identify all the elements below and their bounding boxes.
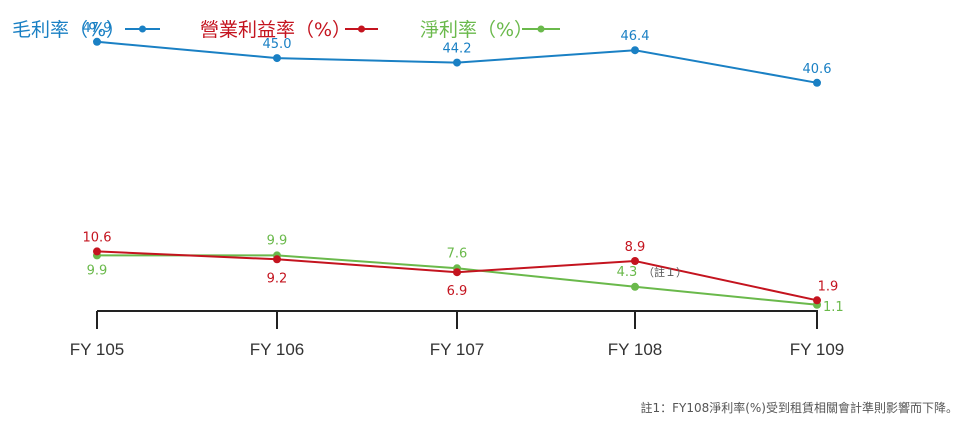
data-label: 4.3 [617,265,638,280]
x-axis: FY 105 FY 106 FY 107 FY 108 FY 109 [70,310,845,359]
data-label: 47.9 [83,21,112,36]
data-point [631,257,639,265]
legend-swatch-dot [537,25,545,33]
x-tick-label: FY 107 [430,340,485,359]
data-label: 44.2 [443,42,472,57]
x-tick-label: FY 108 [608,340,663,359]
footnote: 註1：FY108淨利率(%)受到租賃相關會計準則影響而下降。 [640,400,958,415]
legend-label: 營業利益率（%） [200,19,351,41]
data-point [813,296,821,305]
data-point [93,37,101,46]
legend-swatch-dot [358,25,365,33]
data-label: 7.6 [447,246,468,261]
data-label: 8.9 [625,240,646,255]
data-point [813,78,821,87]
data-point [453,58,461,67]
data-point [273,54,281,63]
legend-label: 淨利率（%） [420,19,533,41]
data-label: 9.2 [267,271,288,286]
data-label: 1.1 [823,300,844,315]
data-label: 1.9 [818,279,839,294]
data-point [93,247,101,256]
annotation-note: （註１） [643,266,687,279]
data-label: 46.4 [621,29,650,44]
series-layer [93,37,821,309]
data-label: 9.9 [87,263,108,278]
data-label: 45.0 [263,37,292,52]
data-point [453,268,461,277]
x-tick-label: FY 106 [250,340,305,359]
legend: 毛利率（%） 營業利益率（%） 淨利率（%） [12,19,560,41]
x-tick-label: FY 105 [70,340,125,359]
x-tick-label: FY 109 [790,340,845,359]
data-point [631,282,639,291]
data-label: 9.9 [267,233,288,248]
data-label: 6.9 [447,284,468,299]
data-label: 10.6 [83,230,112,245]
legend-label: 毛利率（%） [12,19,125,41]
legend-swatch-dot [139,25,146,33]
data-point [631,46,639,55]
data-label: 40.6 [803,62,832,77]
data-point [273,255,281,264]
data-labels: 47.9 45.0 44.2 46.4 40.6 10.6 9.2 6.9 8.9 1.9 9.9 9… [83,21,844,315]
